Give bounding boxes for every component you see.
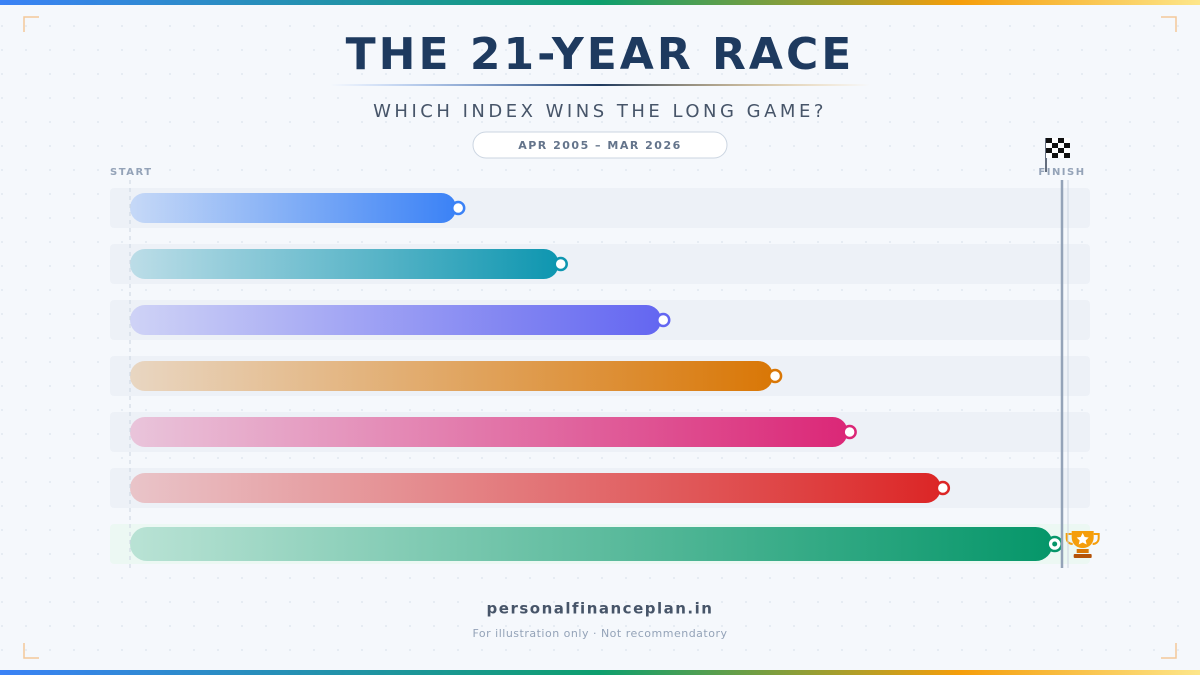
bar [130, 417, 848, 447]
title-underline [330, 84, 870, 86]
footer-site: personalfinanceplan.in [487, 600, 714, 618]
bar [130, 527, 1053, 561]
top-rail [0, 0, 1200, 5]
bar [130, 249, 559, 279]
bar-end-marker [767, 368, 783, 384]
trophy-foot [1073, 554, 1092, 558]
corners [23, 16, 1177, 659]
trophy-star [1076, 533, 1089, 545]
bar-end-marker [553, 256, 568, 272]
bar [130, 305, 662, 335]
bar-end-marker [655, 312, 671, 328]
bar-end-marker [935, 480, 951, 496]
chart-title: THE 21-YEAR RACE [346, 29, 855, 80]
finish-label: FINISH [1038, 167, 1085, 178]
subtitle: WHICH INDEX WINS THE LONG GAME? [373, 101, 827, 122]
bar [130, 361, 774, 391]
trophy-base [1076, 549, 1089, 553]
winner-dot [1052, 541, 1058, 547]
period: APR 2005 – MAR 2026 [518, 139, 682, 152]
bar [130, 473, 941, 503]
finish-flag [1045, 138, 1070, 172]
footer-note: For illustration only · Not recommendato… [472, 627, 727, 640]
period-pill [472, 131, 728, 159]
start-label: START [110, 167, 153, 178]
bar-end-marker [842, 424, 857, 440]
bar-end-marker [450, 200, 466, 216]
bar [130, 193, 457, 223]
bottom-rail [0, 670, 1200, 675]
